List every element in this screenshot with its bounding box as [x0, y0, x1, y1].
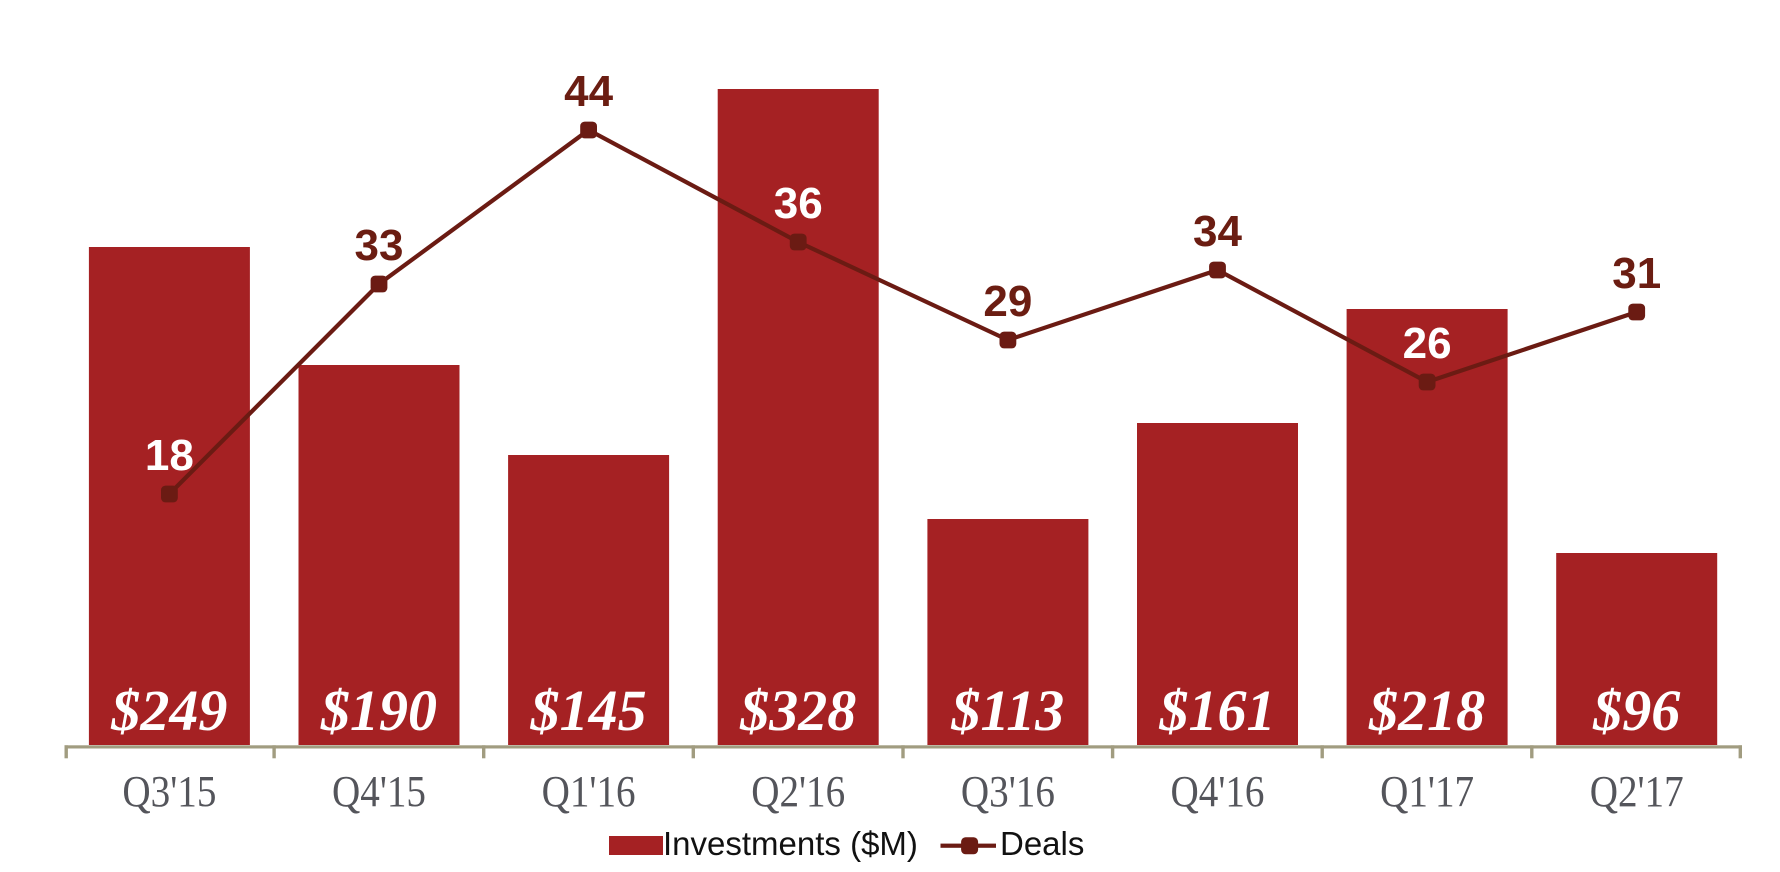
svg-text:$249: $249	[110, 678, 227, 743]
svg-text:$113: $113	[950, 678, 1064, 743]
svg-text:Q4'16: Q4'16	[1171, 767, 1265, 816]
svg-text:29: 29	[983, 277, 1032, 326]
svg-text:Q3'15: Q3'15	[122, 767, 216, 816]
svg-text:36: 36	[774, 179, 823, 228]
svg-text:$161: $161	[1159, 678, 1276, 743]
svg-text:Q1'17: Q1'17	[1380, 767, 1474, 816]
svg-text:$218: $218	[1368, 678, 1485, 743]
svg-text:31: 31	[1612, 249, 1661, 298]
svg-text:26: 26	[1403, 319, 1452, 368]
svg-text:$96: $96	[1592, 678, 1680, 743]
svg-text:Investments ($M): Investments ($M)	[663, 825, 918, 862]
svg-text:18: 18	[145, 431, 194, 480]
svg-text:33: 33	[355, 221, 404, 270]
svg-text:Deals: Deals	[1000, 825, 1084, 862]
svg-text:Q4'15: Q4'15	[332, 767, 426, 816]
svg-text:Q2'16: Q2'16	[751, 767, 845, 816]
svg-text:$145: $145	[530, 678, 647, 743]
svg-text:44: 44	[564, 67, 613, 116]
svg-text:$190: $190	[320, 678, 437, 743]
svg-text:Q1'16: Q1'16	[542, 767, 636, 816]
svg-text:Q3'16: Q3'16	[961, 767, 1055, 816]
svg-text:$328: $328	[739, 678, 856, 743]
svg-text:Q2'17: Q2'17	[1590, 767, 1684, 816]
svg-text:34: 34	[1193, 207, 1242, 256]
